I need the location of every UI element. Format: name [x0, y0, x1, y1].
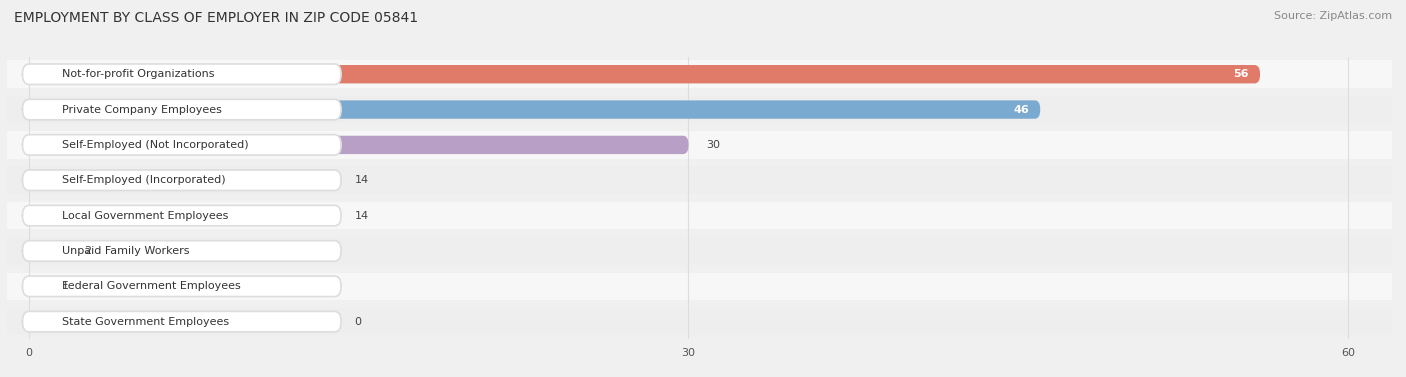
- Text: 14: 14: [354, 211, 368, 221]
- Bar: [7, 202, 1392, 229]
- Text: Unpaid Family Workers: Unpaid Family Workers: [62, 246, 190, 256]
- FancyBboxPatch shape: [22, 241, 342, 261]
- FancyBboxPatch shape: [30, 277, 51, 296]
- FancyBboxPatch shape: [30, 171, 337, 189]
- Text: Not-for-profit Organizations: Not-for-profit Organizations: [62, 69, 215, 79]
- Text: 56: 56: [1233, 69, 1249, 79]
- Text: 14: 14: [354, 175, 368, 185]
- FancyBboxPatch shape: [30, 242, 73, 260]
- FancyBboxPatch shape: [22, 311, 342, 332]
- FancyBboxPatch shape: [22, 64, 342, 84]
- FancyBboxPatch shape: [30, 207, 337, 225]
- FancyBboxPatch shape: [22, 205, 342, 226]
- Bar: [7, 308, 1392, 336]
- Bar: [7, 273, 1392, 300]
- FancyBboxPatch shape: [22, 276, 342, 297]
- Text: 0: 0: [354, 317, 361, 326]
- Text: State Government Employees: State Government Employees: [62, 317, 229, 326]
- Text: EMPLOYMENT BY CLASS OF EMPLOYER IN ZIP CODE 05841: EMPLOYMENT BY CLASS OF EMPLOYER IN ZIP C…: [14, 11, 418, 25]
- Text: Federal Government Employees: Federal Government Employees: [62, 281, 240, 291]
- Bar: [7, 131, 1392, 159]
- Text: 46: 46: [1014, 104, 1029, 115]
- Bar: [7, 96, 1392, 123]
- Text: Self-Employed (Incorporated): Self-Employed (Incorporated): [62, 175, 225, 185]
- Text: Private Company Employees: Private Company Employees: [62, 104, 222, 115]
- Text: 2: 2: [84, 246, 91, 256]
- FancyBboxPatch shape: [30, 100, 1040, 119]
- Text: 30: 30: [706, 140, 720, 150]
- Text: Self-Employed (Not Incorporated): Self-Employed (Not Incorporated): [62, 140, 249, 150]
- FancyBboxPatch shape: [30, 313, 39, 331]
- FancyBboxPatch shape: [30, 136, 689, 154]
- Bar: [7, 60, 1392, 88]
- Text: Local Government Employees: Local Government Employees: [62, 211, 228, 221]
- FancyBboxPatch shape: [22, 170, 342, 190]
- Text: Source: ZipAtlas.com: Source: ZipAtlas.com: [1274, 11, 1392, 21]
- FancyBboxPatch shape: [22, 135, 342, 155]
- FancyBboxPatch shape: [22, 99, 342, 120]
- FancyBboxPatch shape: [30, 65, 1260, 83]
- Bar: [7, 237, 1392, 265]
- Text: 1: 1: [62, 281, 69, 291]
- Bar: [7, 167, 1392, 194]
